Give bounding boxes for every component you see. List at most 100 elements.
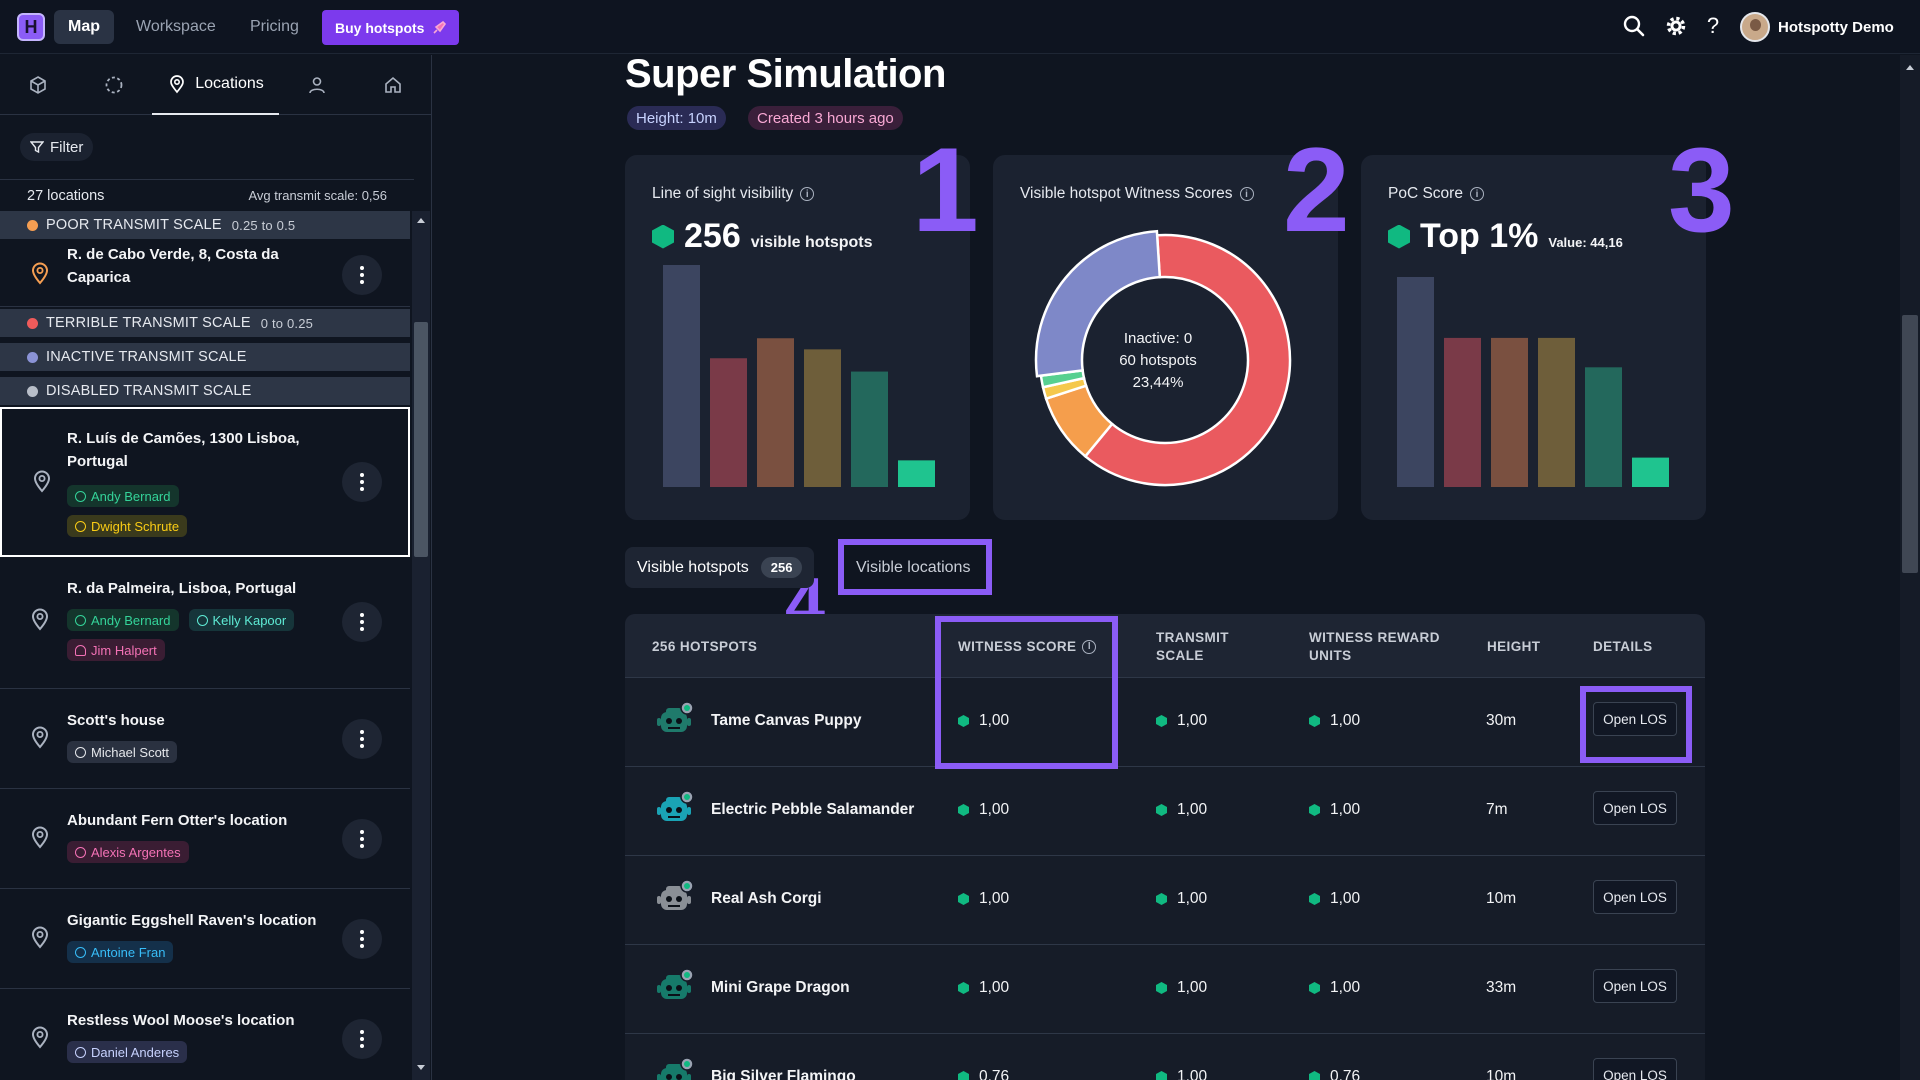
location-pin-icon <box>31 826 49 849</box>
column-header-height: HEIGHT <box>1487 639 1541 654</box>
app-logo[interactable]: H <box>17 13 45 41</box>
poc-score-value: Top 1% <box>1420 217 1539 255</box>
list-item[interactable]: Restless Wool Moose's location Daniel An… <box>0 989 410 1080</box>
table-row[interactable]: Electric Pebble Salamander 1,00 1,00 1,00 7m… <box>625 767 1705 856</box>
filter-button[interactable]: Filter <box>20 133 94 161</box>
hotspot-name[interactable]: Tame Canvas Puppy <box>711 712 862 729</box>
more-options-button[interactable] <box>342 602 382 642</box>
chart-bar[interactable] <box>757 338 794 487</box>
category-terrible-transmit[interactable]: TERRIBLE TRANSMIT SCALE 0 to 0.25 <box>0 309 410 337</box>
more-options-button[interactable] <box>342 462 382 502</box>
scroll-up-arrow-icon[interactable] <box>415 215 427 225</box>
open-los-button[interactable]: Open LOS <box>1593 791 1677 825</box>
chart-bar[interactable] <box>1632 457 1669 487</box>
owner-tag[interactable]: Michael Scott <box>67 741 178 763</box>
table-row[interactable]: Big Silver Flamingo 0,76 1,00 0,76 10m Open L… <box>625 1034 1705 1080</box>
help-icon[interactable]: ? <box>1706 13 1720 38</box>
nav-workspace[interactable]: Workspace <box>136 18 216 35</box>
open-los-button[interactable]: Open LOS <box>1593 880 1677 914</box>
owner-tag[interactable]: Alexis Argentes <box>67 841 189 863</box>
list-item[interactable]: Gigantic Eggshell Raven's location Antoi… <box>0 889 410 989</box>
owner-tag[interactable]: Dwight Schrute <box>67 515 188 537</box>
more-options-button[interactable] <box>342 919 382 959</box>
category-poor-transmit[interactable]: POOR TRANSMIT SCALE 0.25 to 0.5 <box>0 211 410 239</box>
owner-tag[interactable]: Andy Bernard <box>67 485 179 507</box>
owner-tag[interactable]: Andy Bernard <box>67 609 179 631</box>
donut-slice[interactable] <box>1034 229 1162 378</box>
open-los-button[interactable]: Open LOS <box>1593 1058 1677 1080</box>
column-header-witness-score[interactable]: WITNESS SCORE i <box>958 638 1097 656</box>
search-icon[interactable] <box>1621 13 1647 39</box>
user-icon <box>309 77 325 94</box>
location-count: 27 locations <box>27 187 105 204</box>
more-options-button[interactable] <box>342 819 382 859</box>
info-icon[interactable]: i <box>1239 187 1254 201</box>
tab-coverage[interactable] <box>94 55 134 115</box>
hotspot-name[interactable]: Real Ash Corgi <box>711 890 822 907</box>
open-los-button[interactable]: Open LOS <box>1593 969 1677 1003</box>
tab-label: Visible hotspots <box>637 558 749 576</box>
owner-tag[interactable]: Antoine Fran <box>67 941 174 963</box>
hotspot-name[interactable]: Mini Grape Dragon <box>711 979 850 996</box>
chart-bar[interactable] <box>663 265 700 487</box>
info-icon[interactable]: i <box>800 187 815 201</box>
annotation-number-3: 3 <box>1668 123 1735 257</box>
chart-bar[interactable] <box>1538 337 1575 487</box>
more-options-button[interactable] <box>342 255 382 295</box>
tab-home[interactable] <box>373 55 413 115</box>
hotspot-name[interactable]: Electric Pebble Salamander <box>711 801 915 818</box>
tab-locations[interactable]: Locations <box>152 55 279 115</box>
list-item[interactable]: R. de Cabo Verde, 8, Costa da Caparica <box>0 239 410 307</box>
transmit-scale-cell: 1,00 <box>1156 979 1207 997</box>
chart-bar[interactable] <box>1491 337 1528 487</box>
list-item[interactable]: Scott's house Michael Scott <box>0 689 410 789</box>
open-los-button[interactable]: Open LOS <box>1593 702 1677 736</box>
tab-visible-locations[interactable]: Visible locations <box>844 547 982 588</box>
table-row[interactable]: Real Ash Corgi 1,00 1,00 1,00 10m Open LOS <box>625 856 1705 945</box>
donut-slice[interactable] <box>1083 233 1292 487</box>
tab-users[interactable] <box>297 55 337 115</box>
reward-units-cell: 1,00 <box>1309 712 1360 730</box>
table-row[interactable]: Mini Grape Dragon 1,00 1,00 1,00 33m Open LOS <box>625 945 1705 1034</box>
user-menu[interactable]: Hotspotty Demo <box>1740 12 1894 42</box>
more-options-button[interactable] <box>342 1019 382 1059</box>
chart-bar[interactable] <box>851 371 888 487</box>
column-header-details: DETAILS <box>1593 639 1653 654</box>
scroll-down-arrow-icon[interactable] <box>415 1063 427 1073</box>
chart-bar[interactable] <box>804 349 841 487</box>
buy-hotspots-button[interactable]: Buy hotspots <box>322 10 460 45</box>
category-disabled-transmit[interactable]: DISABLED TRANSMIT SCALE <box>0 377 410 405</box>
category-inactive-transmit[interactable]: INACTIVE TRANSMIT SCALE <box>0 343 410 371</box>
more-options-button[interactable] <box>342 719 382 759</box>
donut-line-1: Inactive: 0 <box>1123 330 1193 347</box>
owner-tag[interactable]: Daniel Anderes <box>67 1041 188 1063</box>
gear-icon[interactable] <box>1663 13 1689 39</box>
main-scroll-thumb[interactable] <box>1902 315 1918 573</box>
nav-map[interactable]: Map <box>54 10 114 44</box>
owner-name: Andy Bernard <box>91 612 171 628</box>
tab-hotspots[interactable] <box>18 55 58 115</box>
nav-pricing[interactable]: Pricing <box>250 18 299 35</box>
location-pin-icon <box>170 75 185 94</box>
owner-tag[interactable]: Jim Halpert <box>67 639 165 661</box>
sidebar-scroll-thumb[interactable] <box>414 322 428 557</box>
owner-tag[interactable]: Kelly Kapoor <box>188 609 295 631</box>
list-item[interactable]: Abundant Fern Otter's location Alexis Ar… <box>0 789 410 889</box>
main-scroll-up-icon[interactable] <box>1904 62 1916 72</box>
info-icon[interactable]: i <box>1469 187 1484 201</box>
hotspot-name[interactable]: Big Silver Flamingo <box>711 1068 856 1080</box>
owner-icon <box>75 490 86 502</box>
info-icon[interactable]: i <box>1082 640 1097 654</box>
chart-bar[interactable] <box>898 460 935 487</box>
filter-label: Filter <box>50 138 84 156</box>
list-item[interactable]: R. da Palmeira, Lisboa, Portugal Andy Be… <box>0 557 410 689</box>
tab-visible-hotspots[interactable]: Visible hotspots 256 <box>625 547 815 588</box>
chart-bar[interactable] <box>1397 277 1434 487</box>
table-row[interactable]: Tame Canvas Puppy 1,00 1,00 1,00 30m Open LOS <box>625 678 1705 767</box>
chart-bar[interactable] <box>710 358 747 487</box>
category-range: 0 to 0.25 <box>260 315 314 331</box>
chart-bar[interactable] <box>1444 337 1481 487</box>
chart-bar[interactable] <box>1585 367 1622 487</box>
list-item-selected[interactable]: R. Luís de Camões, 1300 Lisboa, Portugal… <box>0 407 410 557</box>
owner-name: Alexis Argentes <box>91 844 181 860</box>
